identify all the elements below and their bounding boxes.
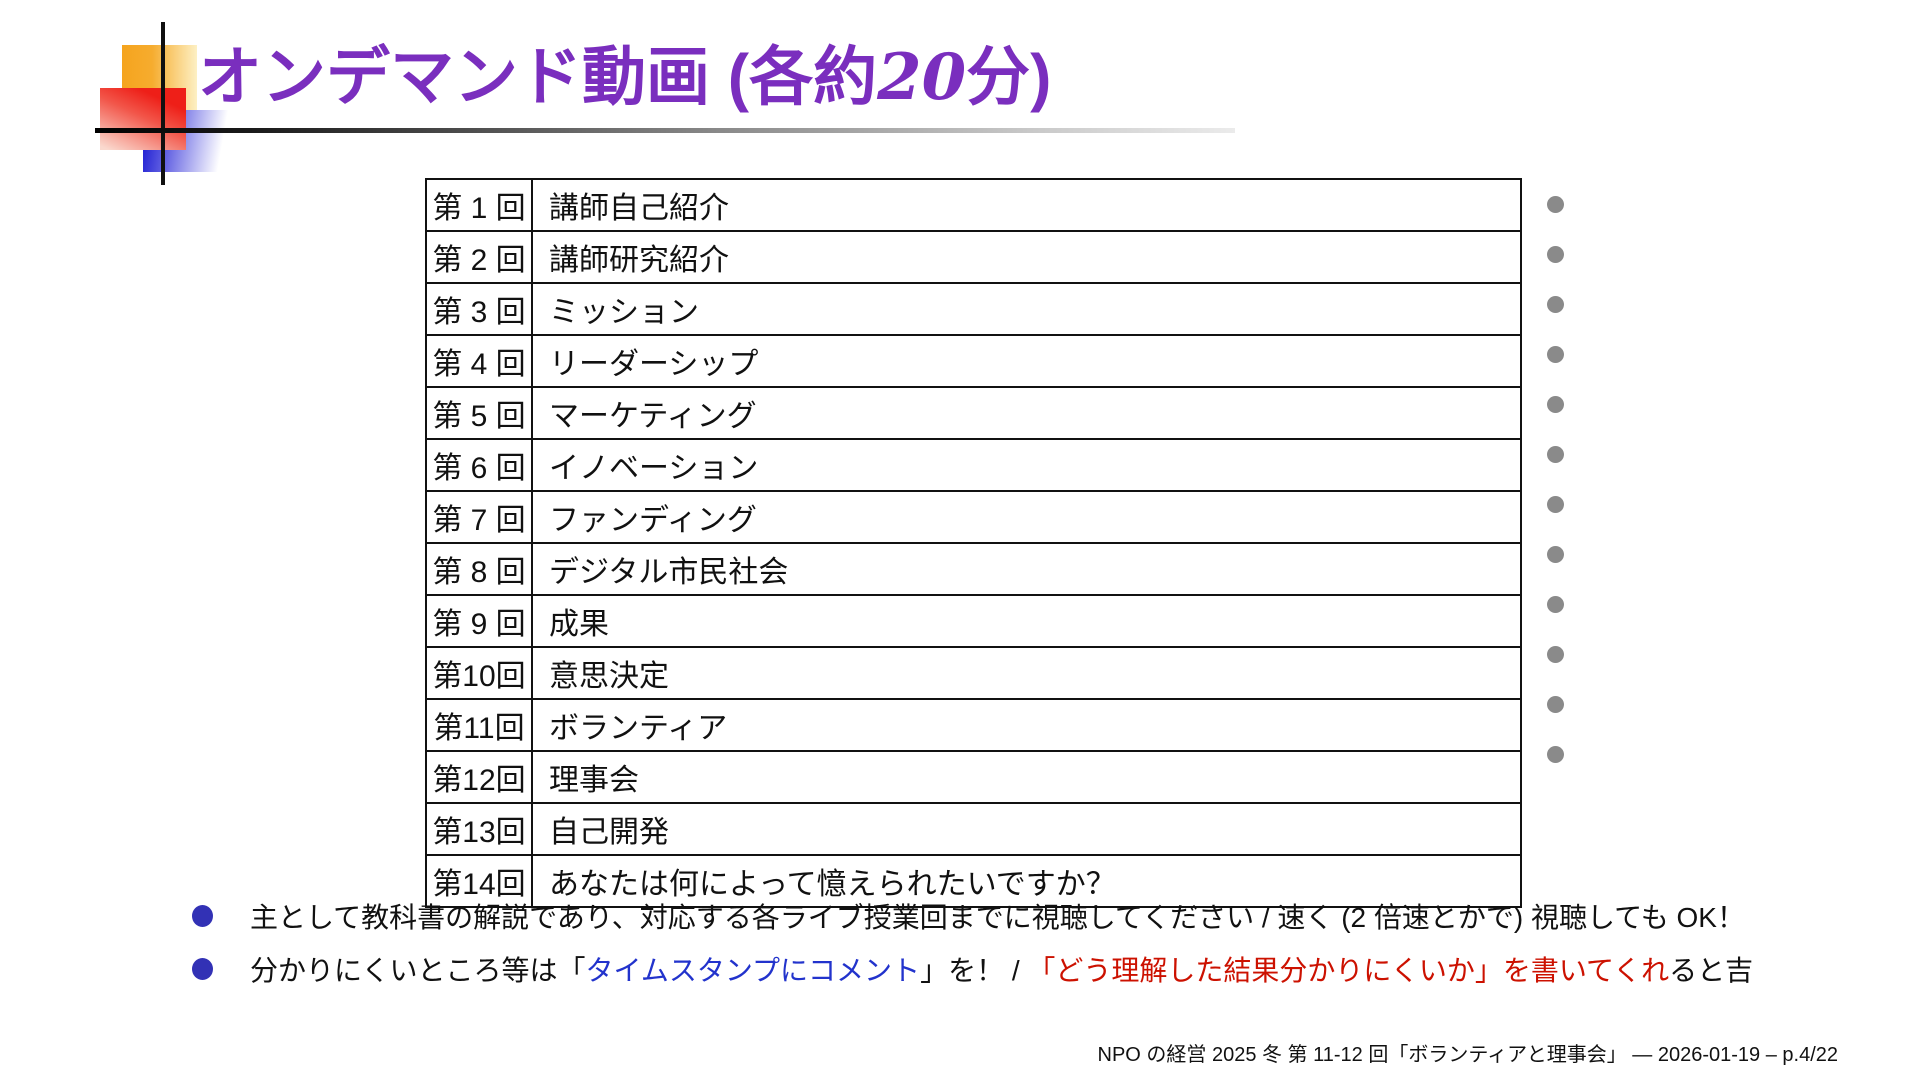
crosshair-vertical-line (161, 22, 165, 185)
table-row: 第 3 回ミッション (425, 282, 1522, 336)
row-topic-cell: ファンディング (531, 490, 1522, 544)
row-marker-dot (1547, 446, 1564, 463)
note-text-segment: ると吉 (1669, 955, 1754, 986)
title-underline-rule (95, 128, 1235, 133)
slide-footer: NPO の経営 2025 冬 第 11-12 回「ボランティアと理事会」 — 2… (1097, 1044, 1839, 1066)
row-marker-dot (1547, 296, 1564, 313)
slide-title-number: 20 (877, 40, 967, 115)
table-row: 第 5 回マーケティング (425, 386, 1522, 440)
row-number-cell: 第13回 (425, 802, 533, 856)
row-topic-cell: デジタル市民社会 (531, 542, 1522, 596)
row-number-cell: 第14回 (425, 854, 533, 908)
table-row: 第 8 回デジタル市民社会 (425, 542, 1522, 596)
row-marker-dot (1547, 396, 1564, 413)
row-marker-dot (1547, 196, 1564, 213)
row-number-cell: 第11回 (425, 698, 533, 752)
row-number-cell: 第 8 回 (425, 542, 533, 596)
note-text-segment: 分かりにくいところ等は「 (250, 955, 586, 986)
row-topic-cell: 自己開発 (531, 802, 1522, 856)
table-row: 第 7 回ファンディング (425, 490, 1522, 544)
table-row: 第 6 回イノベーション (425, 438, 1522, 492)
row-number-cell: 第 9 回 (425, 594, 533, 648)
row-topic-cell: ミッション (531, 282, 1522, 336)
row-topic-cell: あなたは何によって憶えられたいですか？ (531, 854, 1522, 908)
row-topic-cell: 講師自己紹介 (531, 178, 1522, 232)
note-line-1-text: 主として教科書の解説であり、対応する各ライブ授業回までに視聴してください / 速… (250, 896, 1745, 936)
row-number-cell: 第 2 回 (425, 230, 533, 284)
table-row: 第 2 回講師研究紹介 (425, 230, 1522, 284)
note-line-2: 分かりにくいところ等は「タイムスタンプにコメント」を！ / 「どう理解した結果分… (192, 949, 1753, 989)
note-line-1: 主として教科書の解説であり、対応する各ライブ授業回までに視聴してください / 速… (192, 896, 1745, 936)
slide-title-paren-open: (各約 (710, 41, 878, 113)
row-topic-cell: ボランティア (531, 698, 1522, 752)
row-number-cell: 第12回 (425, 750, 533, 804)
row-topic-cell: イノベーション (531, 438, 1522, 492)
note-text-segment: タイムスタンプにコメント (585, 955, 921, 986)
row-number-cell: 第 5 回 (425, 386, 533, 440)
note-text-segment: 主として教科書の解説であり、対応する各ライブ授業回までに視聴してください / 速… (250, 902, 1745, 933)
row-marker-dot (1547, 596, 1564, 613)
row-number-cell: 第 6 回 (425, 438, 533, 492)
video-table: 第 1 回講師自己紹介第 2 回講師研究紹介第 3 回ミッション第 4 回リーダ… (425, 178, 1522, 908)
table-row: 第11回 ボランティア (425, 698, 1522, 752)
row-topic-cell: マーケティング (531, 386, 1522, 440)
row-number-cell: 第 3 回 (425, 282, 533, 336)
bullet-icon (192, 905, 213, 927)
table-row: 第 1 回講師自己紹介 (425, 178, 1522, 232)
row-marker-dot (1547, 346, 1564, 363)
note-line-2-text: 分かりにくいところ等は「タイムスタンプにコメント」を！ / 「どう理解した結果分… (250, 949, 1753, 989)
row-topic-cell: 講師研究紹介 (531, 230, 1522, 284)
row-marker-dot (1547, 746, 1564, 763)
table-row: 第13回 自己開発 (425, 802, 1522, 856)
row-topic-cell: 意思決定 (531, 646, 1522, 700)
row-number-cell: 第 7 回 (425, 490, 533, 544)
video-table-body: 第 1 回講師自己紹介第 2 回講師研究紹介第 3 回ミッション第 4 回リーダ… (425, 178, 1522, 908)
row-marker-dot (1547, 496, 1564, 513)
row-marker-dot (1547, 696, 1564, 713)
row-topic-cell: 成果 (531, 594, 1522, 648)
table-row: 第 9 回成果 (425, 594, 1522, 648)
slide-title: オンデマンド動画 (各約20分) (198, 26, 1051, 118)
row-topic-cell: リーダーシップ (531, 334, 1522, 388)
table-row: 第 4 回リーダーシップ (425, 334, 1522, 388)
table-row: 第14回 あなたは何によって憶えられたいですか？ (425, 854, 1522, 908)
row-marker-dot (1547, 246, 1564, 263)
row-number-cell: 第 4 回 (425, 334, 533, 388)
bullet-icon (192, 958, 213, 980)
row-marker-dot (1547, 546, 1564, 563)
table-row: 第12回 理事会 (425, 750, 1522, 804)
row-marker-dot (1547, 646, 1564, 663)
decoration-square-red (100, 88, 186, 150)
row-topic-cell: 理事会 (531, 750, 1522, 804)
note-text-segment: 「どう理解した結果分かりにくいか」を書いてくれ (1027, 955, 1670, 986)
row-number-cell: 第 1 回 (425, 178, 533, 232)
note-text-segment: 」を！ / (920, 955, 1028, 986)
slide-title-paren-close: 分) (966, 41, 1052, 113)
slide-title-main: オンデマンド動画 (198, 41, 710, 113)
row-number-cell: 第10回 (425, 646, 533, 700)
table-row: 第10回 意思決定 (425, 646, 1522, 700)
